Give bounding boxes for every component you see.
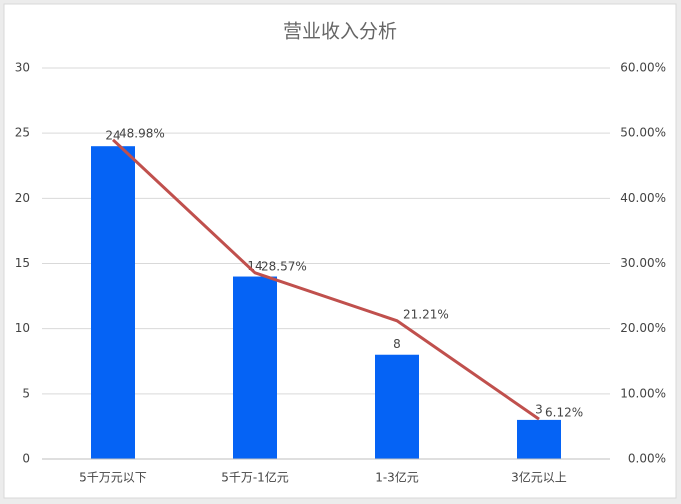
y-tick-label: 5	[22, 386, 30, 400]
y-tick-label: 15	[15, 256, 30, 270]
bar	[517, 419, 561, 459]
y-tick-label: 0	[22, 452, 30, 466]
y-tick-label: 25	[15, 126, 30, 140]
line-value-label: 48.98%	[119, 126, 165, 140]
y-tick-label: 10	[15, 321, 30, 335]
line	[111, 138, 540, 421]
x-tick-label: 5千万-1亿元	[221, 470, 289, 485]
x-tick-label: 1-3亿元	[375, 470, 419, 485]
y-tick-label: 20	[15, 191, 30, 205]
line-value-label: 21.21%	[403, 307, 449, 321]
y2-tick-label: 60.00%	[620, 61, 666, 75]
y2-tick-label: 40.00%	[620, 191, 666, 205]
line-value-label: 28.57%	[261, 259, 307, 273]
y2-tick-label: 0.00%	[628, 452, 666, 466]
y2-tick-label: 50.00%	[620, 126, 666, 140]
line-value-label: 6.12%	[545, 406, 583, 420]
y-tick-label: 30	[15, 61, 30, 75]
bar	[91, 146, 135, 459]
bar-value-label: 8	[393, 337, 401, 351]
x-tick-label: 5千万元以下	[79, 471, 147, 485]
y2-tick-label: 20.00%	[620, 321, 666, 335]
bar-value-label: 24	[105, 129, 120, 143]
bar	[233, 276, 277, 459]
y2-tick-label: 10.00%	[620, 386, 666, 400]
chart-title: 营业收入分析	[283, 21, 397, 43]
y2-tick-label: 30.00%	[620, 256, 666, 270]
bar-value-label: 3	[535, 402, 543, 416]
x-tick-label: 3亿元以上	[511, 470, 567, 485]
bar	[375, 354, 419, 459]
